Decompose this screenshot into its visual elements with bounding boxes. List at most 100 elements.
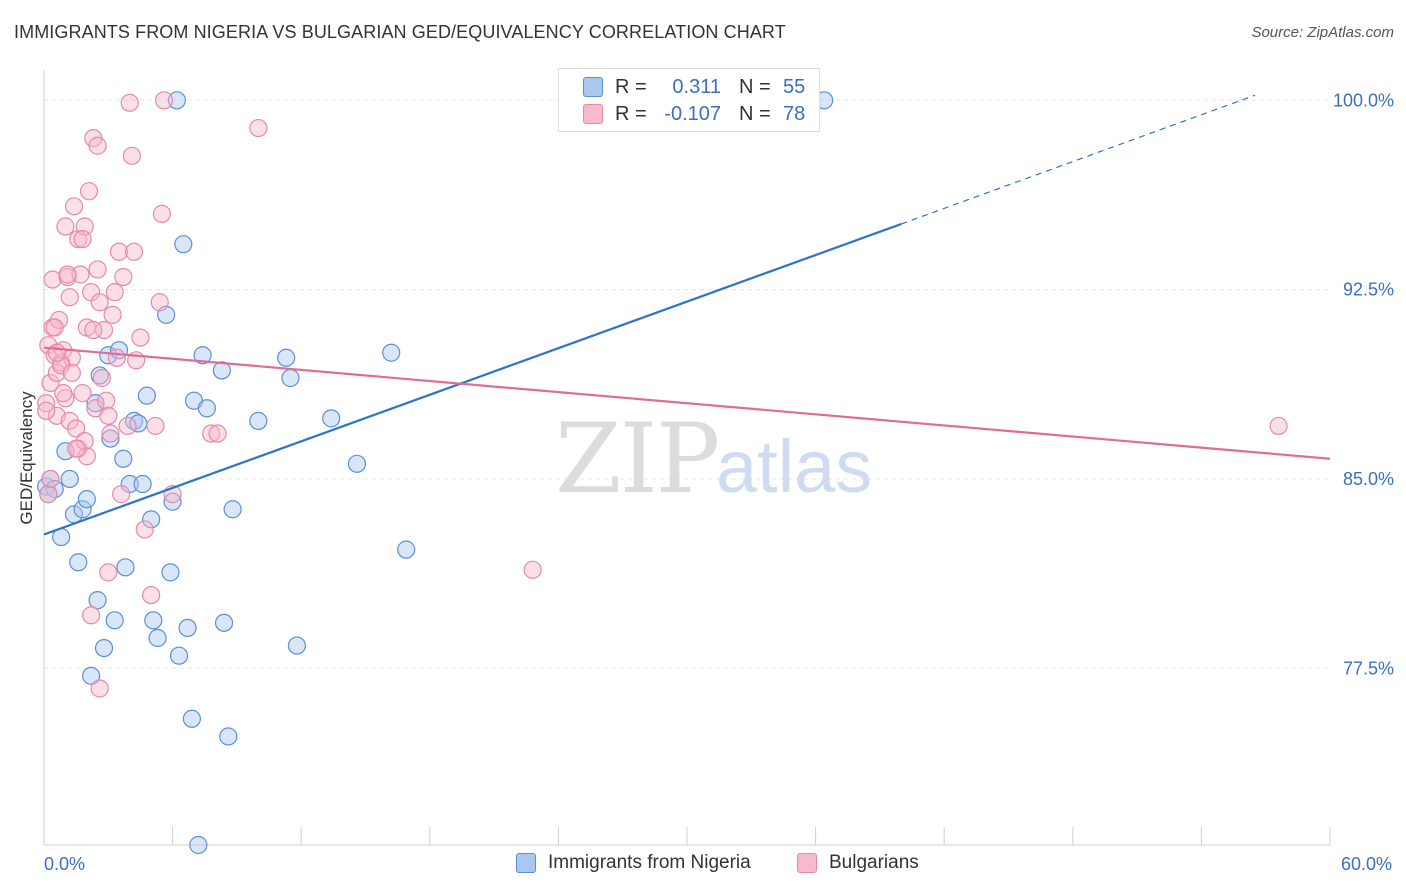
nigeria-point bbox=[161, 563, 180, 582]
y-tick-label: 85.0% bbox=[1343, 469, 1394, 489]
bulgarian-point bbox=[105, 283, 124, 302]
bulgarian-point bbox=[37, 401, 56, 420]
nigeria-point bbox=[277, 348, 296, 367]
nigeria-point bbox=[101, 429, 120, 448]
bulgarian-trendline bbox=[43, 346, 1331, 460]
bulgarian-point bbox=[101, 424, 120, 443]
nigeria-point bbox=[82, 666, 101, 685]
bulgarian-point bbox=[79, 182, 99, 201]
legend-n-value: 55 bbox=[783, 75, 806, 98]
nigeria-point bbox=[163, 492, 182, 511]
bulgarian-point bbox=[45, 318, 64, 337]
legend-r-label: R = bbox=[615, 75, 647, 98]
bulgarian-point bbox=[122, 146, 141, 165]
bulgarian-point bbox=[152, 204, 171, 223]
bulgarian-point bbox=[1269, 416, 1288, 436]
bulgarian-point bbox=[94, 320, 114, 340]
bulgarian-point bbox=[56, 217, 75, 236]
nigeria-point bbox=[178, 618, 197, 637]
nigeria-point bbox=[281, 368, 300, 388]
nigeria-point bbox=[167, 91, 186, 110]
bulgarian-point bbox=[71, 265, 90, 284]
nigeria-point bbox=[397, 540, 416, 559]
stats-legend: R = 0.311 N = 55 R = -0.107 N = 78 bbox=[558, 68, 820, 132]
legend-r-label: R = bbox=[615, 102, 647, 125]
nigeria-point bbox=[347, 454, 367, 473]
nigeria-point bbox=[94, 638, 114, 658]
bulgarian-point bbox=[90, 679, 109, 698]
bottom-legend-label-bulgarians: Bulgarians bbox=[829, 852, 919, 873]
bulgarian-point bbox=[41, 373, 60, 393]
nigeria-point bbox=[174, 235, 193, 254]
y-tick-label: 92.5% bbox=[1343, 280, 1394, 300]
watermark-zip: ZIP bbox=[555, 403, 718, 515]
legend-r-value: -0.107 bbox=[664, 102, 721, 125]
bulgarian-point bbox=[62, 363, 81, 383]
nigeria-point bbox=[116, 558, 135, 577]
y-tick-label: 77.5% bbox=[1343, 658, 1394, 678]
bulgarian-point bbox=[67, 439, 86, 458]
bulgarian-point bbox=[67, 419, 86, 438]
bulgarian-point bbox=[131, 328, 150, 347]
nigeria-point bbox=[212, 361, 231, 380]
x-tick-label: 0.0% bbox=[44, 854, 85, 874]
bulgarian-point bbox=[60, 288, 79, 307]
nigeria-point bbox=[287, 636, 307, 655]
nigeria-point bbox=[77, 490, 96, 509]
legend-n-label: N = bbox=[739, 75, 771, 98]
nigeria-point bbox=[382, 343, 401, 362]
bulgarian-point bbox=[120, 93, 139, 112]
bulgarian-point bbox=[39, 485, 58, 504]
nigeria-point bbox=[105, 611, 124, 630]
nigeria-point bbox=[133, 474, 152, 494]
bottom-legend-bulgarians: Bulgarians bbox=[797, 852, 919, 874]
nigeria-point bbox=[197, 399, 216, 418]
bulgarian-point bbox=[84, 320, 103, 340]
nigeria-point bbox=[214, 613, 234, 632]
bulgarian-point bbox=[112, 485, 131, 504]
source-label: Source: ZipAtlas.com bbox=[1251, 24, 1394, 41]
nigeria-point bbox=[148, 628, 167, 648]
legend-n-label: N = bbox=[739, 102, 771, 125]
bulgarian-point bbox=[114, 267, 133, 287]
nigeria-point bbox=[182, 709, 201, 728]
bulgarian-point bbox=[523, 560, 542, 579]
chart-title: IMMIGRANTS FROM NIGERIA VS BULGARIAN GED… bbox=[14, 22, 786, 42]
legend-swatch-nigeria bbox=[583, 77, 603, 97]
watermark-atlas: atlas bbox=[716, 425, 872, 508]
nigeria-point bbox=[189, 835, 208, 855]
bottom-legend-swatch-bulgarians bbox=[797, 853, 817, 873]
nigeria-point bbox=[193, 346, 212, 365]
y-axis-label: GED/Equivalency bbox=[17, 391, 36, 525]
bottom-legend-swatch-nigeria bbox=[516, 853, 536, 873]
bulgarian-point bbox=[60, 411, 79, 430]
nigeria-point bbox=[90, 366, 109, 385]
bulgarian-point bbox=[99, 563, 118, 582]
nigeria-point bbox=[144, 611, 163, 630]
y-tick-label: 100.0% bbox=[1333, 90, 1394, 110]
bulgarian-point bbox=[109, 242, 129, 261]
nigeria-point bbox=[137, 386, 156, 405]
bulgarian-point bbox=[135, 520, 154, 539]
nigeria-point bbox=[219, 727, 238, 746]
bulgarian-point bbox=[82, 606, 101, 625]
bulgarian-point bbox=[208, 424, 227, 443]
nigeria-point bbox=[223, 500, 242, 519]
bulgarian-point bbox=[54, 384, 73, 403]
nigeria-point bbox=[142, 510, 161, 529]
nigeria-point bbox=[60, 469, 79, 489]
bulgarian-point bbox=[103, 305, 122, 324]
bulgarian-point bbox=[92, 368, 111, 388]
bulgarian-point bbox=[88, 136, 107, 155]
bulgarian-point bbox=[37, 394, 56, 413]
bulgarian-point bbox=[97, 391, 116, 410]
bulgarian-point bbox=[202, 424, 221, 443]
bottom-legend-label-nigeria: Immigrants from Nigeria bbox=[548, 852, 751, 873]
bulgarian-point bbox=[73, 230, 92, 249]
x-tick-label: 60.0% bbox=[1341, 854, 1392, 874]
bulgarian-point bbox=[41, 469, 60, 489]
nigeria-trendline-extension bbox=[901, 94, 1256, 225]
bulgarian-point bbox=[118, 416, 137, 436]
bulgarian-point bbox=[142, 585, 161, 605]
